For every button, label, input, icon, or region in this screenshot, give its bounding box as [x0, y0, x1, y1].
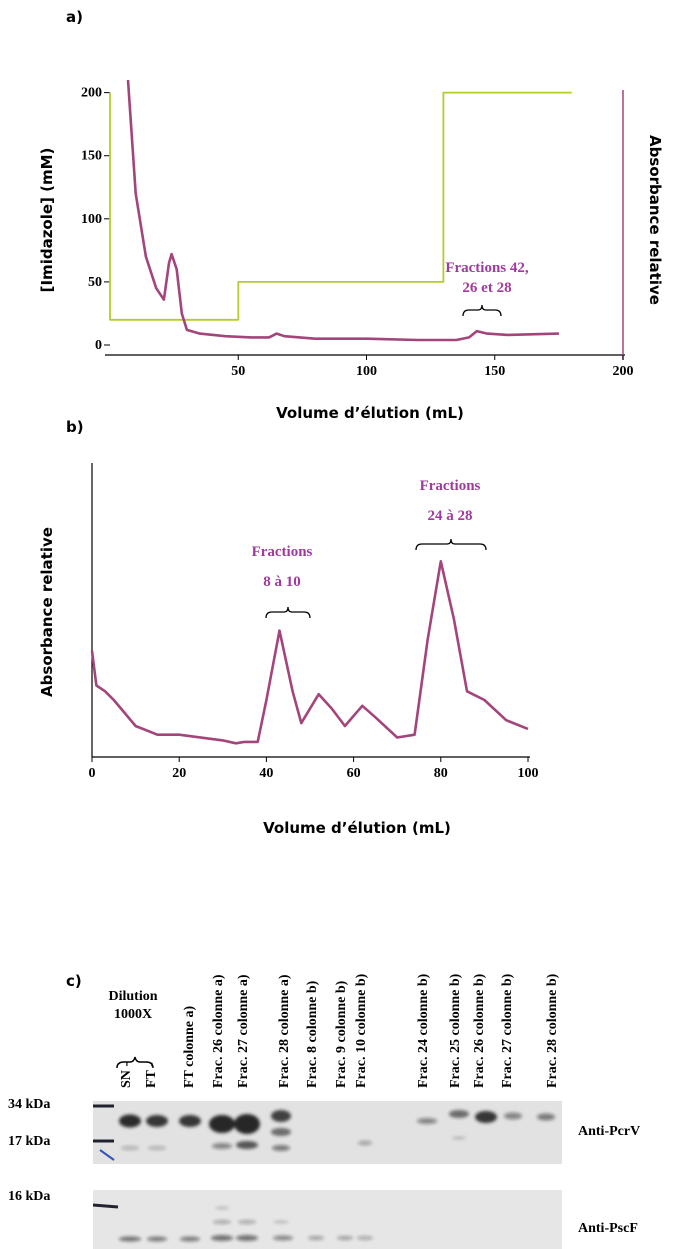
y-tick-label: 150 — [81, 149, 102, 164]
band — [273, 1220, 289, 1224]
band — [236, 1235, 258, 1241]
annotation: 26 et 28 — [462, 280, 511, 296]
band — [271, 1110, 291, 1122]
blot-membranes — [92, 1056, 562, 1249]
band — [236, 1141, 258, 1149]
band — [273, 1235, 293, 1241]
y-tick-label: 100 — [81, 212, 102, 227]
x-tick-label: 20 — [172, 766, 186, 781]
bands — [119, 1110, 555, 1242]
ladder-mark — [99, 1149, 115, 1161]
band — [337, 1236, 353, 1240]
band — [119, 1236, 141, 1242]
absorbance-line — [90, 560, 529, 745]
annotation: Fractions — [420, 478, 481, 494]
x-axis-label: Volume d’élution (mL) — [276, 404, 464, 422]
x-tick-label: 100 — [356, 364, 377, 379]
dilution-label: Dilution — [108, 989, 157, 1004]
band — [121, 1146, 139, 1150]
dilution-label: 1000X — [114, 1007, 152, 1022]
lane-label: Frac. 26 colonne b) — [472, 973, 487, 1088]
band — [146, 1115, 168, 1127]
brace — [415, 538, 487, 551]
band — [234, 1114, 260, 1134]
band — [148, 1146, 166, 1150]
lane-label: Frac. 26 colonne a) — [211, 974, 226, 1088]
band — [358, 1140, 372, 1146]
annotation: 8 à 10 — [263, 574, 301, 590]
y2-axis-label: Absorbance relative — [646, 135, 664, 305]
lane-label: Frac. 28 colonne b) — [545, 973, 560, 1088]
marker-label: 17 kDa — [8, 1134, 50, 1149]
lane-label: Frac. 9 colonne b) — [334, 980, 349, 1088]
band — [147, 1236, 167, 1242]
x-tick-label: 0 — [89, 766, 96, 781]
antibody-label: Anti-PscF — [578, 1221, 638, 1236]
band — [215, 1206, 229, 1210]
panel-label: b) — [66, 418, 84, 436]
band — [449, 1110, 469, 1118]
ladder-mark — [92, 1203, 119, 1209]
x-tick-label: 200 — [613, 364, 634, 379]
lane-label: Frac. 27 colonne a) — [236, 974, 251, 1088]
x-axis-label: Volume d’élution (mL) — [263, 819, 451, 837]
band — [179, 1115, 201, 1127]
lane-label: Frac. 24 colonne b) — [416, 973, 431, 1088]
x-tick-label: 80 — [434, 766, 448, 781]
lane-label: Frac. 10 colonne b) — [354, 973, 369, 1088]
lane-label: Frac. 27 colonne b) — [500, 973, 515, 1088]
marker-label: 34 kDa — [8, 1097, 50, 1112]
antibody-label: Anti-PcrV — [578, 1124, 640, 1139]
band — [213, 1220, 231, 1224]
band — [180, 1236, 200, 1242]
band — [238, 1220, 256, 1224]
brace — [116, 1056, 154, 1069]
band — [475, 1111, 497, 1123]
lane-label: FT - — [144, 1062, 159, 1088]
band — [212, 1143, 232, 1149]
y-tick-label: 200 — [81, 86, 102, 101]
y-tick-label: 0 — [95, 338, 102, 353]
y-tick-label: 50 — [88, 275, 102, 290]
annotation: 24 à 28 — [428, 508, 473, 524]
band — [504, 1112, 522, 1120]
x-tick-label: 100 — [518, 766, 539, 781]
lane-label: Frac. 8 colonne b) — [305, 980, 320, 1088]
band — [119, 1114, 141, 1128]
x-tick-label: 60 — [347, 766, 361, 781]
band — [537, 1113, 555, 1121]
lane-label: FT colonne a) — [182, 1005, 197, 1088]
membrane — [93, 1190, 562, 1249]
imidazole-line — [109, 91, 572, 321]
x-tick-label: 150 — [484, 364, 505, 379]
annotation: Fractions 42, — [445, 260, 529, 276]
band — [211, 1235, 233, 1241]
brace — [462, 304, 502, 317]
band — [209, 1115, 235, 1133]
y-axis-label: Absorbance relative — [38, 527, 56, 697]
panel-label: c) — [66, 972, 82, 990]
lane-label: Frac. 25 colonne b) — [448, 973, 463, 1088]
annotation: Fractions — [252, 544, 313, 560]
x-tick-label: 50 — [231, 364, 245, 379]
band — [357, 1236, 373, 1240]
y-axis-label: [Imidazole] (mM) — [38, 148, 56, 293]
lane-label: Frac. 28 colonne a) — [277, 974, 292, 1088]
band — [271, 1128, 291, 1136]
absorbance-line — [126, 79, 559, 342]
brace — [265, 606, 311, 619]
marker-label: 16 kDa — [8, 1189, 50, 1204]
band — [452, 1136, 466, 1140]
band — [272, 1145, 290, 1151]
panel-label: a) — [66, 8, 83, 26]
band — [308, 1236, 324, 1240]
band — [417, 1118, 437, 1124]
membrane — [93, 1101, 562, 1164]
x-tick-label: 40 — [259, 766, 273, 781]
lane-label: SN - — [119, 1062, 134, 1088]
